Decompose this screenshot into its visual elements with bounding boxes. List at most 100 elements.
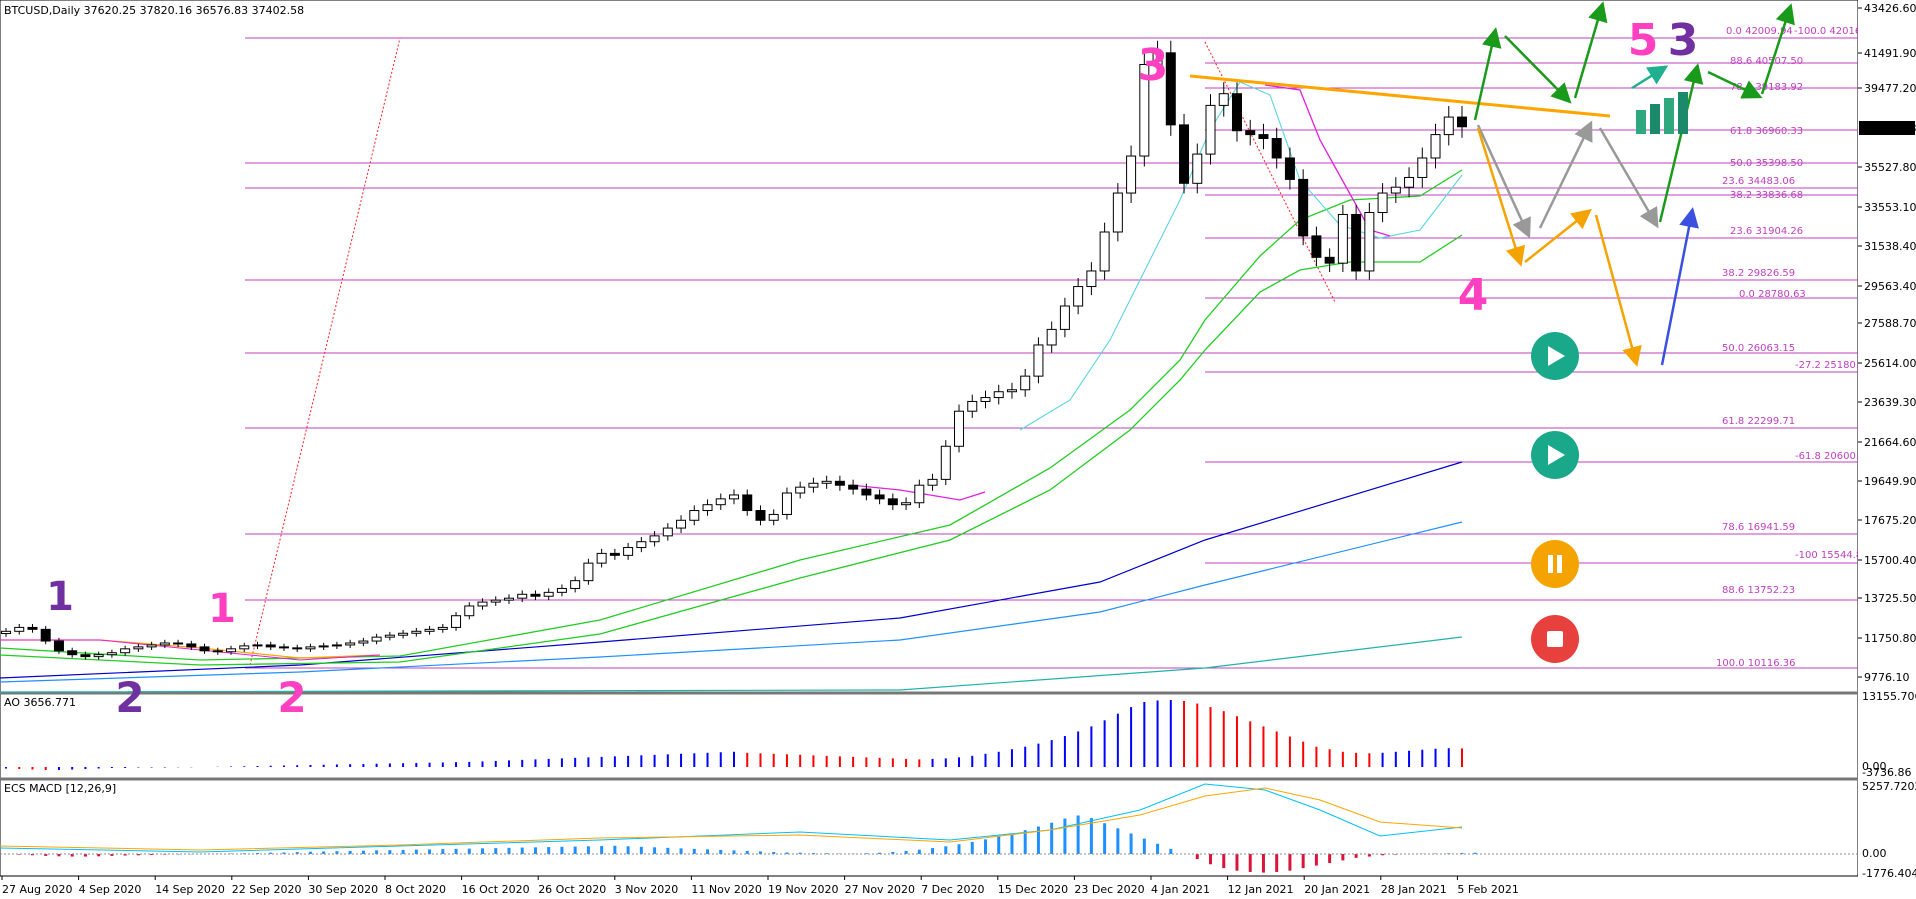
fib-level-label: 0.0 28780.63 xyxy=(1739,289,1806,300)
date-tick-label: 14 Sep 2020 xyxy=(155,883,225,896)
main-pane xyxy=(0,0,1859,693)
candle-bull xyxy=(821,480,832,484)
candle-bull xyxy=(464,605,475,617)
candle-bear xyxy=(1457,116,1467,128)
projection-arrow-bull xyxy=(1707,70,1763,99)
ma-magenta xyxy=(849,484,986,501)
candle-bull xyxy=(146,644,157,648)
candle-bear xyxy=(1271,138,1282,159)
ema-cyan xyxy=(1019,81,1463,431)
candle-bull xyxy=(384,634,395,638)
candle-bull xyxy=(993,391,1004,399)
candle-bull xyxy=(1417,157,1428,178)
ma-100 xyxy=(0,461,1463,679)
date-tick-label: 22 Sep 2020 xyxy=(232,883,302,896)
price-tick-label: 9776.10 xyxy=(1864,671,1910,684)
candle-bear xyxy=(874,494,885,500)
play-icon xyxy=(1548,445,1565,465)
candle-bull xyxy=(120,648,131,654)
candle-bull xyxy=(477,601,488,607)
candle-bull xyxy=(252,644,263,647)
candle-bull xyxy=(1073,286,1084,307)
ema-slow xyxy=(0,234,1463,666)
fib-level-label: 78.6 16941.59 xyxy=(1722,522,1795,533)
fib-level-label: 88.6 40507.50 xyxy=(1730,56,1803,67)
candle-bull xyxy=(980,397,991,402)
candle-bull xyxy=(305,646,316,650)
candle-bull xyxy=(954,410,965,447)
price-tick-label: 11750.80 xyxy=(1864,632,1916,645)
candle-bear xyxy=(292,647,303,650)
candle-bear xyxy=(1298,178,1309,237)
candle-bull xyxy=(93,654,104,658)
fib-level-label: -100.0 42016.37 xyxy=(1794,26,1877,37)
projection-arrow-bull xyxy=(1658,63,1704,223)
candle-bull xyxy=(1404,176,1415,188)
macd-tick-label: -1776.404 xyxy=(1862,867,1916,880)
candle-bull xyxy=(715,498,726,506)
price-tick-label: 13725.50 xyxy=(1864,592,1916,605)
fib-level-label: 50.0 26063.15 xyxy=(1722,343,1795,354)
ao-header: AO 3656.771 xyxy=(4,696,76,709)
candle-bull xyxy=(517,593,528,599)
candle-bull xyxy=(623,547,634,556)
candle-bull xyxy=(226,648,237,653)
price-tick-label: 29563.40 xyxy=(1864,280,1916,293)
candle-bull xyxy=(676,519,687,529)
candle-bull xyxy=(781,492,792,515)
chart-header: BTCUSD,Daily 37620.25 37820.16 36576.83 … xyxy=(4,4,304,17)
date-tick-label: 8 Oct 2020 xyxy=(385,883,446,896)
ao-tick-label: 0.00 xyxy=(1862,760,1887,773)
candle-bull xyxy=(503,597,514,601)
date-tick-label: 19 Nov 2020 xyxy=(768,883,838,896)
candle-bull xyxy=(808,482,819,488)
wave-marker-bar xyxy=(1650,104,1660,134)
macd-line xyxy=(0,787,1463,851)
candle-bear xyxy=(861,488,872,496)
candle-bull xyxy=(1086,270,1097,288)
candle-bull xyxy=(358,640,369,644)
candle-bull xyxy=(927,478,938,486)
candle-bear xyxy=(848,484,859,490)
candle-bear xyxy=(742,494,753,512)
current-price-label: 37402.58 xyxy=(1864,122,1916,135)
fib-level-label: -100 15544.89 xyxy=(1795,550,1869,561)
candle-bear xyxy=(199,646,210,652)
candle-bear xyxy=(834,480,845,486)
candle-bull xyxy=(1218,93,1229,106)
candle-bull xyxy=(1,630,11,635)
candle-bear xyxy=(1258,134,1269,140)
date-tick-label: 11 Nov 2020 xyxy=(691,883,761,896)
date-tick-label: 30 Sep 2020 xyxy=(308,883,378,896)
date-tick-label: 28 Jan 2021 xyxy=(1381,883,1447,896)
price-tick-label: 15700.40 xyxy=(1864,554,1916,567)
date-tick-label: 3 Nov 2020 xyxy=(615,883,678,896)
price-tick-label: 33553.10 xyxy=(1864,201,1916,214)
candle-bull xyxy=(318,645,329,648)
date-tick-label: 4 Sep 2020 xyxy=(79,883,142,896)
candle-bull xyxy=(159,642,170,646)
date-tick-label: 27 Nov 2020 xyxy=(845,883,915,896)
projection-arrow-bear xyxy=(1594,214,1642,367)
fib-level-label: 38.2 29826.59 xyxy=(1722,268,1795,279)
candle-bull xyxy=(636,541,647,549)
candle-bear xyxy=(1324,256,1335,264)
candle-bull xyxy=(1059,305,1070,330)
candle-bull xyxy=(1033,344,1044,377)
candle-bear xyxy=(186,643,197,648)
fib-level-label: 88.6 13752.23 xyxy=(1722,585,1795,596)
fib-level-label: -61.8 20600.94 xyxy=(1795,451,1872,462)
price-tick-label: 31538.40 xyxy=(1864,240,1916,253)
candle-bear xyxy=(887,498,898,506)
projection-arrow-neutral xyxy=(1476,124,1531,239)
candle-bull xyxy=(570,580,581,589)
elliott-wave-label: 3 xyxy=(1138,40,1169,91)
price-tick-label: 41491.90 xyxy=(1864,47,1916,60)
date-tick-label: 23 Dec 2020 xyxy=(1074,883,1144,896)
projection-arrow-alt xyxy=(1660,207,1699,366)
candle-bull xyxy=(1192,153,1203,184)
date-tick-label: 27 Aug 2020 xyxy=(2,883,72,896)
candle-bear xyxy=(80,654,91,658)
candle-bull xyxy=(649,535,660,543)
